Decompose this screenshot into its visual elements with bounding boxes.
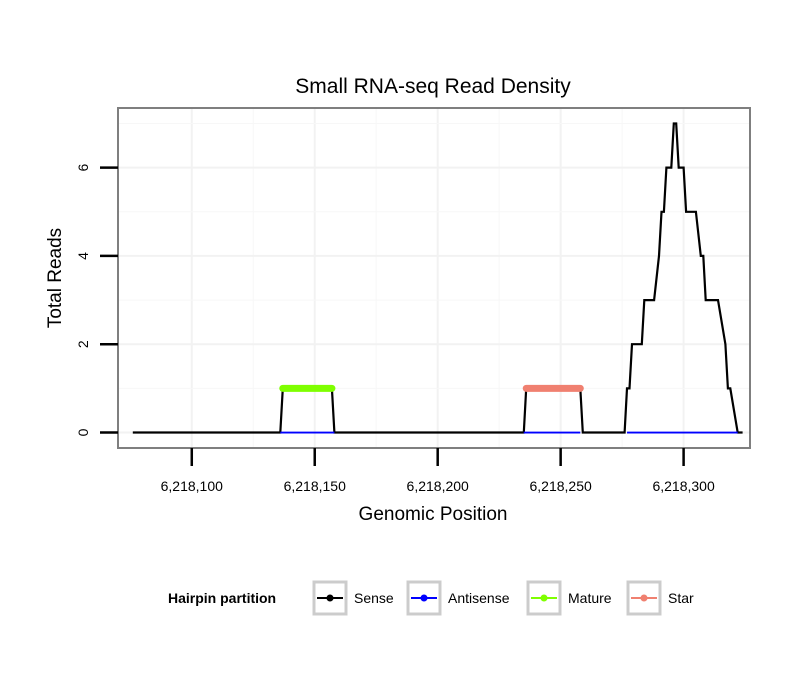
plot-border	[117, 107, 751, 449]
y-tick-label: 2	[75, 340, 91, 348]
legend-label-mature: Mature	[568, 590, 612, 606]
legend-label-star: Star	[668, 590, 694, 606]
chart-title: Small RNA-seq Read Density	[295, 75, 571, 98]
y-axis: 0 2 4 6	[75, 164, 118, 436]
y-tick-label: 0	[75, 428, 91, 436]
legend-key-dot-mature	[540, 594, 548, 602]
grid-lines	[118, 108, 750, 448]
x-tick-label: 6,218,250	[529, 478, 591, 494]
x-tick-label: 6,218,200	[407, 478, 469, 494]
x-tick-label: 6,218,150	[284, 478, 346, 494]
legend: Hairpin partition Sense Antisense Mature St…	[168, 580, 694, 616]
legend-title: Hairpin partition	[168, 590, 276, 606]
x-tick-label: 6,218,100	[161, 478, 223, 494]
legend-label-antisense: Antisense	[448, 590, 510, 606]
x-axis: 6,218,100 6,218,150 6,218,200 6,218,250 6,21…	[161, 448, 715, 494]
legend-label-sense: Sense	[354, 590, 394, 606]
x-axis-title: Genomic Position	[359, 504, 508, 525]
series-line-sense	[132, 122, 743, 434]
y-tick-label: 6	[75, 164, 91, 172]
legend-key-dot-sense	[326, 594, 334, 602]
legend-key-dot-star	[640, 594, 648, 602]
series-layer	[132, 122, 743, 434]
y-tick-label: 4	[75, 252, 91, 260]
y-axis-title: Total Reads	[45, 228, 66, 328]
x-tick-label: 6,218,300	[652, 478, 714, 494]
legend-key-dot-antisense	[420, 594, 428, 602]
